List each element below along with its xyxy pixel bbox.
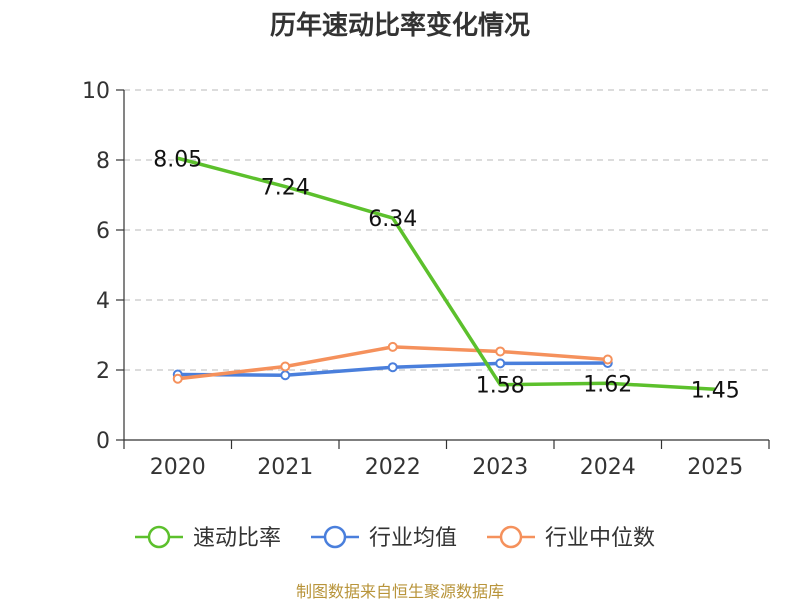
series-line-0 [177,156,716,391]
chart-title: 历年速动比率变化情况 [270,10,530,41]
series-group [172,156,716,391]
data-label: 7.24 [261,176,310,201]
series-point [602,354,613,365]
x-tick-label: 2022 [365,455,421,480]
x-tick-label: 2024 [580,455,636,480]
data-labels: 8.05 7.24 6.34 1.58 1.62 1.45 [153,147,739,403]
legend-label: 速动比率 [193,526,281,551]
series-point [172,373,183,384]
legend: 速动比率 行业均值 行业中位数 [135,525,655,551]
legend-label: 行业均值 [369,526,457,551]
x-tick-label: 2023 [472,455,528,480]
legend-marker [323,525,347,549]
x-tick-label: 2021 [257,455,313,480]
series-point [280,361,291,372]
series-point [280,370,291,381]
grid-lines [124,89,769,371]
legend-marker [147,525,171,549]
legend-label: 行业中位数 [545,526,655,551]
data-label: 8.05 [153,147,202,172]
y-tick-label: 8 [96,149,110,174]
y-tick-label: 10 [82,79,110,104]
data-label: 1.62 [583,372,632,397]
data-label: 1.45 [691,378,740,403]
x-tick-label: 2025 [687,455,743,480]
source-note: 制图数据来自恒生聚源数据库 [295,582,504,601]
y-tick-label: 6 [96,219,110,244]
series-point [387,362,398,373]
x-tick-label: 2020 [150,455,206,480]
series-point [495,346,506,357]
y-tick-label: 4 [96,289,110,314]
series-point [387,341,398,352]
axes: 0 2 4 6 8 10 2020 2021 2022 2023 2024 2025 [82,79,770,480]
data-label: 6.34 [368,207,417,232]
y-tick-label: 2 [96,359,110,384]
legend-marker [499,525,523,549]
series-point [495,358,506,369]
data-label: 1.58 [476,374,525,399]
y-tick-label: 0 [96,429,110,454]
